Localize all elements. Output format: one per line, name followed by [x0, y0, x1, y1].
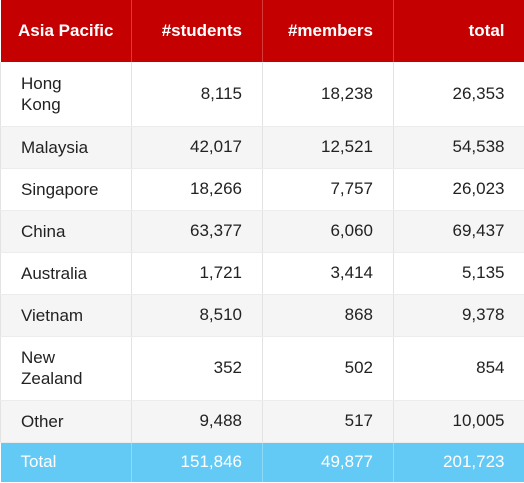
table-footer: Total 151,846 49,877 201,723	[0, 442, 524, 482]
row-name: New Zealand	[0, 336, 132, 401]
header-row: Asia Pacific #students #members total	[0, 0, 524, 62]
row-total: 54,538	[393, 126, 524, 169]
table-row: Other 9,488 517 10,005	[0, 400, 524, 443]
row-students: 1,721	[131, 252, 263, 295]
row-total: 26,023	[393, 168, 524, 211]
row-name: Hong Kong	[0, 62, 132, 127]
header-members: #members	[262, 0, 394, 62]
table-row: Hong Kong 8,115 18,238 26,353	[0, 62, 524, 127]
row-members: 3,414	[262, 252, 394, 295]
table-header: Asia Pacific #students #members total	[0, 0, 524, 62]
table-row: Australia 1,721 3,414 5,135	[0, 252, 524, 295]
row-students: 8,115	[131, 62, 263, 127]
table-row: Singapore 18,266 7,757 26,023	[0, 168, 524, 211]
row-students: 9,488	[131, 400, 263, 443]
row-name: Malaysia	[0, 126, 132, 169]
table-row: Vietnam 8,510 868 9,378	[0, 294, 524, 337]
row-students: 63,377	[131, 210, 263, 253]
total-row: Total 151,846 49,877 201,723	[0, 442, 524, 482]
row-students: 18,266	[131, 168, 263, 211]
table-row: China 63,377 6,060 69,437	[0, 210, 524, 253]
row-total: 69,437	[393, 210, 524, 253]
header-students: #students	[131, 0, 263, 62]
row-members: 7,757	[262, 168, 394, 211]
row-name: Vietnam	[0, 294, 132, 337]
table-body: Hong Kong 8,115 18,238 26,353 Malaysia 4…	[0, 62, 524, 443]
row-members: 6,060	[262, 210, 394, 253]
row-members: 18,238	[262, 62, 394, 127]
row-total: 10,005	[393, 400, 524, 443]
table-row: New Zealand 352 502 854	[0, 336, 524, 401]
row-students: 8,510	[131, 294, 263, 337]
total-students: 151,846	[131, 442, 263, 482]
row-members: 868	[262, 294, 394, 337]
row-name: Australia	[0, 252, 132, 295]
header-total: total	[393, 0, 524, 62]
row-name: China	[0, 210, 132, 253]
row-total: 26,353	[393, 62, 524, 127]
header-region: Asia Pacific	[0, 0, 132, 62]
row-members: 12,521	[262, 126, 394, 169]
row-students: 42,017	[131, 126, 263, 169]
total-total: 201,723	[393, 442, 524, 482]
row-name: Singapore	[0, 168, 132, 211]
row-name: Other	[0, 400, 132, 443]
table-row: Malaysia 42,017 12,521 54,538	[0, 126, 524, 169]
total-members: 49,877	[262, 442, 394, 482]
row-students: 352	[131, 336, 263, 401]
total-label: Total	[0, 442, 132, 482]
row-members: 517	[262, 400, 394, 443]
row-total: 854	[393, 336, 524, 401]
row-total: 9,378	[393, 294, 524, 337]
row-total: 5,135	[393, 252, 524, 295]
row-members: 502	[262, 336, 394, 401]
